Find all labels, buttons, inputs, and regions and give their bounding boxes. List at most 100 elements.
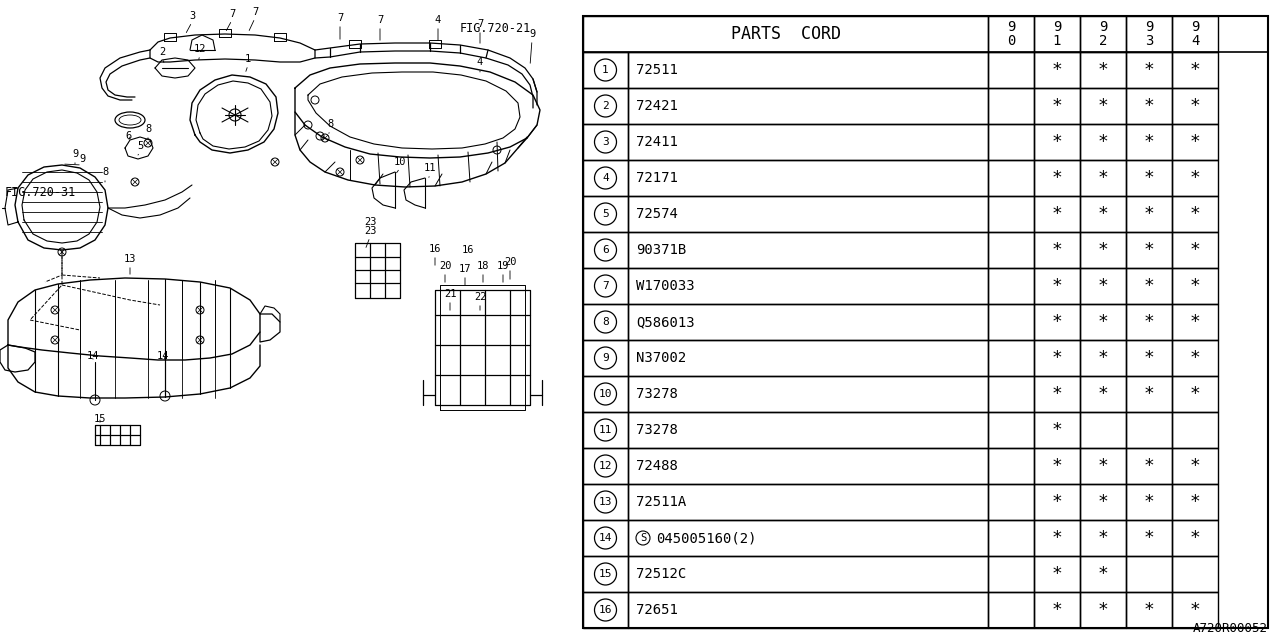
Text: 9: 9 bbox=[79, 154, 86, 164]
Bar bbox=[1080, 304, 1126, 340]
Bar bbox=[628, 160, 988, 196]
Text: *: * bbox=[1052, 241, 1062, 259]
Text: FIG.720-31: FIG.720-31 bbox=[5, 186, 77, 198]
Text: 8: 8 bbox=[102, 167, 108, 177]
Bar bbox=[1080, 520, 1126, 556]
Text: *: * bbox=[1052, 313, 1062, 331]
Bar bbox=[1126, 16, 1172, 52]
Bar bbox=[1172, 376, 1219, 412]
Text: *: * bbox=[1052, 61, 1062, 79]
Text: 23: 23 bbox=[364, 217, 376, 227]
Text: *: * bbox=[1097, 205, 1108, 223]
Text: 73278: 73278 bbox=[636, 387, 678, 401]
Bar bbox=[582, 16, 1268, 52]
Bar bbox=[628, 448, 988, 484]
Bar bbox=[1034, 124, 1080, 160]
Text: *: * bbox=[1052, 565, 1062, 583]
Text: 15: 15 bbox=[93, 414, 106, 424]
Text: *: * bbox=[1052, 529, 1062, 547]
Text: 10: 10 bbox=[599, 389, 612, 399]
Text: 19: 19 bbox=[497, 261, 509, 271]
Text: *: * bbox=[1097, 457, 1108, 475]
Bar bbox=[988, 196, 1034, 232]
Text: 90371B: 90371B bbox=[636, 243, 686, 257]
Text: 14: 14 bbox=[599, 533, 612, 543]
Bar bbox=[988, 340, 1034, 376]
Text: 16: 16 bbox=[462, 245, 475, 255]
Bar bbox=[988, 304, 1034, 340]
Bar bbox=[628, 304, 988, 340]
Text: 73278: 73278 bbox=[636, 423, 678, 437]
Text: 9
3: 9 3 bbox=[1144, 20, 1153, 48]
Bar bbox=[1172, 304, 1219, 340]
Bar bbox=[628, 376, 988, 412]
Text: *: * bbox=[1143, 277, 1155, 295]
Bar bbox=[988, 52, 1034, 88]
Text: 21: 21 bbox=[444, 289, 456, 299]
Bar bbox=[1034, 232, 1080, 268]
Bar bbox=[582, 448, 628, 484]
Text: *: * bbox=[1097, 97, 1108, 115]
Text: 9
0: 9 0 bbox=[1007, 20, 1015, 48]
Text: 72511A: 72511A bbox=[636, 495, 686, 509]
Bar bbox=[582, 268, 628, 304]
Text: 72651: 72651 bbox=[636, 603, 678, 617]
Bar bbox=[1080, 232, 1126, 268]
Text: 5: 5 bbox=[137, 141, 143, 151]
Bar bbox=[988, 268, 1034, 304]
Bar bbox=[628, 484, 988, 520]
Bar bbox=[628, 412, 988, 448]
Bar bbox=[988, 160, 1034, 196]
Bar bbox=[1126, 304, 1172, 340]
Text: *: * bbox=[1189, 493, 1201, 511]
Bar bbox=[582, 520, 628, 556]
Text: FIG.720-21: FIG.720-21 bbox=[460, 22, 531, 35]
Text: 72511: 72511 bbox=[636, 63, 678, 77]
Bar bbox=[628, 592, 988, 628]
Text: 9: 9 bbox=[72, 149, 78, 159]
Bar bbox=[1172, 196, 1219, 232]
Bar bbox=[1034, 196, 1080, 232]
Text: 20: 20 bbox=[504, 257, 516, 267]
Text: 4: 4 bbox=[435, 15, 442, 25]
Text: 7: 7 bbox=[376, 15, 383, 25]
Text: 72488: 72488 bbox=[636, 459, 678, 473]
Text: *: * bbox=[1189, 601, 1201, 619]
Bar bbox=[582, 304, 628, 340]
Bar bbox=[1034, 412, 1080, 448]
Text: 2: 2 bbox=[159, 47, 165, 57]
Text: A720R00052: A720R00052 bbox=[1193, 622, 1268, 635]
Bar bbox=[1126, 484, 1172, 520]
Text: *: * bbox=[1189, 529, 1201, 547]
Bar bbox=[582, 232, 628, 268]
Text: *: * bbox=[1097, 61, 1108, 79]
Bar bbox=[1034, 304, 1080, 340]
Text: 11: 11 bbox=[424, 163, 436, 173]
Bar bbox=[582, 16, 1268, 628]
Text: 4: 4 bbox=[477, 57, 483, 67]
Text: *: * bbox=[1189, 241, 1201, 259]
Text: 7: 7 bbox=[477, 19, 483, 29]
Text: *: * bbox=[1052, 601, 1062, 619]
Bar bbox=[1126, 88, 1172, 124]
Text: *: * bbox=[1143, 385, 1155, 403]
Text: 3: 3 bbox=[602, 137, 609, 147]
Bar bbox=[628, 556, 988, 592]
Bar bbox=[582, 484, 628, 520]
Text: 16: 16 bbox=[429, 244, 442, 254]
Bar bbox=[628, 232, 988, 268]
Text: *: * bbox=[1052, 97, 1062, 115]
Text: *: * bbox=[1189, 61, 1201, 79]
Text: *: * bbox=[1189, 169, 1201, 187]
Text: *: * bbox=[1052, 169, 1062, 187]
Text: *: * bbox=[1097, 169, 1108, 187]
Bar bbox=[1126, 376, 1172, 412]
Text: 22: 22 bbox=[474, 292, 486, 302]
Text: 8: 8 bbox=[145, 124, 151, 134]
Bar bbox=[1126, 232, 1172, 268]
Bar bbox=[1034, 520, 1080, 556]
Text: *: * bbox=[1052, 385, 1062, 403]
Text: *: * bbox=[1052, 421, 1062, 439]
Bar bbox=[1080, 268, 1126, 304]
Text: *: * bbox=[1052, 349, 1062, 367]
